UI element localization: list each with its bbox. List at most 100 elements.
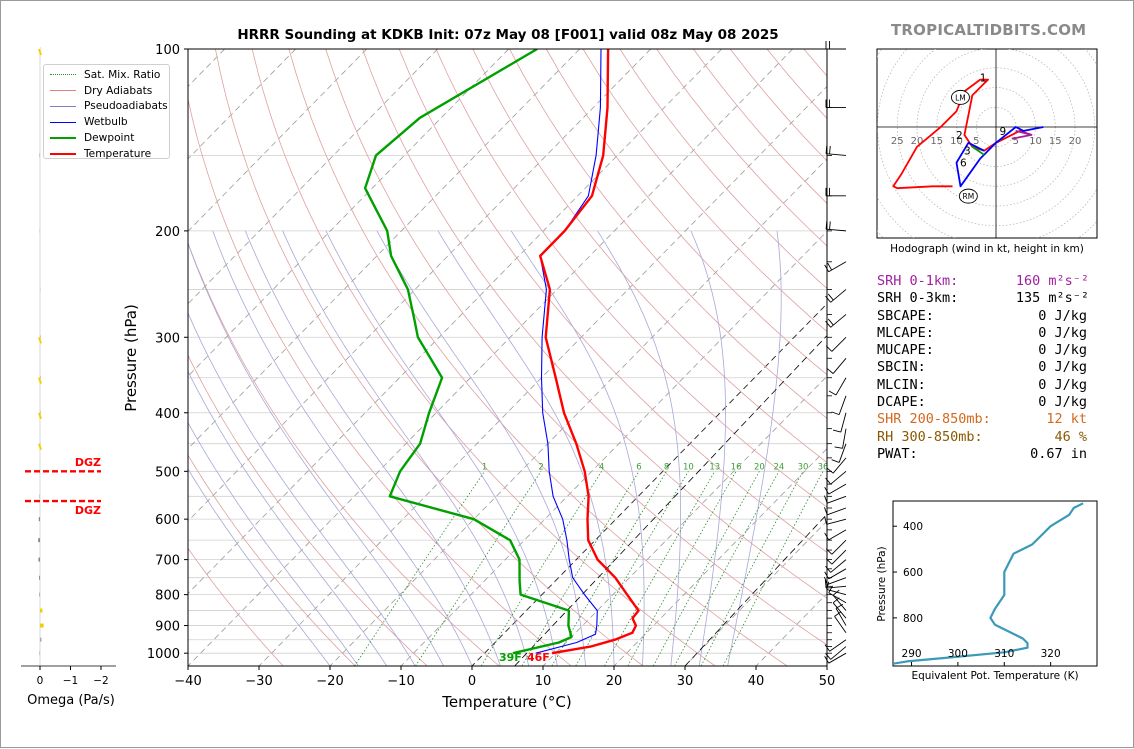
mixing-ratio-line <box>604 471 716 666</box>
parameter-label: SBCIN: <box>877 359 926 376</box>
omega-tick-mark <box>38 48 42 56</box>
wind-barb <box>824 652 847 664</box>
dry-adiabat-line <box>509 49 827 419</box>
wind-barb <box>825 336 847 352</box>
mixing-ratio-line <box>700 471 804 666</box>
theta-e-y-tick-label: 600 <box>903 567 923 579</box>
x-tick-label: −30 <box>245 674 272 689</box>
x-tick-label: −20 <box>316 674 343 689</box>
parameter-value: 0 J/kg <box>1038 359 1087 376</box>
y-tick-label: 1000 <box>147 647 180 662</box>
parameter-label: PWAT: <box>877 445 918 462</box>
legend-item: Temperature <box>44 146 169 162</box>
barb-staff <box>830 559 847 573</box>
barb-staff <box>828 652 847 664</box>
parameter-row: SBCIN: 0 J/kg <box>877 359 1127 376</box>
parameter-label: DCAPE: <box>877 394 926 411</box>
hodograph-height-label: 9 <box>1000 126 1007 138</box>
parameter-row: MUCAPE: 0 J/kg <box>877 342 1127 359</box>
hodograph-trace <box>1011 130 1033 140</box>
legend-item: Wetbulb <box>44 114 169 130</box>
chart-title: HRRR Sounding at KDKB Init: 07z May 08 [… <box>237 27 779 43</box>
mixing-ratio-line <box>627 471 737 666</box>
legend-label: Temperature <box>84 147 152 160</box>
mixing-ratio-label: 16 <box>731 462 742 472</box>
dry-adiabat-line <box>188 547 284 666</box>
barb-staff <box>828 261 847 273</box>
wind-barb <box>834 428 847 449</box>
wind-barb <box>824 639 847 652</box>
dry-adiabat-line <box>325 49 827 646</box>
parameter-value: 46 % <box>1054 428 1087 445</box>
mixing-ratio-line <box>575 471 689 666</box>
wind-barb <box>824 580 847 589</box>
mixing-ratio-line <box>652 471 760 666</box>
barb-feather <box>825 345 833 352</box>
parameter-value: 0 J/kg <box>1038 394 1087 411</box>
left-mover-label: LM <box>955 93 966 102</box>
barb-feather <box>831 459 840 463</box>
wind-barb <box>826 357 847 374</box>
theta-e-y-tick-label: 800 <box>903 613 923 625</box>
barb-feather <box>824 644 830 652</box>
moist-adiabat-line <box>325 230 558 666</box>
parameter-value: 0 J/kg <box>1038 324 1087 341</box>
omega-xlabel: Omega (Pa/s) <box>27 693 115 708</box>
moist-adiabat-line <box>188 421 359 666</box>
profile-dewpoint <box>363 49 573 655</box>
theta-e-plot <box>893 502 1084 665</box>
theta-e-y-tick-label: 400 <box>903 521 923 533</box>
parameter-value: 160 m²s⁻² <box>1015 273 1089 289</box>
dry-adiabat-line <box>582 49 827 333</box>
wind-barb <box>825 99 846 109</box>
barb-staff <box>828 529 847 541</box>
surface-dewpoint-label: 39F <box>499 651 522 664</box>
isotherm-line <box>329 158 827 666</box>
theta-e-ylabel: Pressure (hPa) <box>876 546 888 621</box>
dgz-bottom-label: DGZ <box>75 504 101 517</box>
barb-feather <box>829 145 831 154</box>
parameter-row: SRH 0-3km: 135 m²s⁻² <box>877 290 1127 307</box>
barb-feather <box>832 429 841 433</box>
legend-item: Pseudoadiabats <box>44 99 169 115</box>
legend-item: Sat. Mix. Ratio <box>44 67 169 83</box>
parameter-value: 0.67 in <box>1030 445 1087 462</box>
dry-adiabat-line <box>188 454 356 666</box>
barb-staff <box>826 153 847 156</box>
barb-staff <box>830 646 847 660</box>
wind-barb <box>832 589 847 611</box>
dry-adiabat-line <box>288 49 788 666</box>
legend-swatch <box>50 74 76 76</box>
legend-swatch <box>50 121 76 123</box>
wind-barb <box>824 576 847 585</box>
x-tick-label: 20 <box>606 674 623 689</box>
omega-x-tick-label: −2 <box>93 675 108 687</box>
legend-swatch <box>50 137 76 140</box>
barb-feather <box>825 295 832 303</box>
wind-barb <box>825 221 847 232</box>
barb-staff <box>831 539 847 555</box>
legend-label: Pseudoadiabats <box>84 100 168 113</box>
moist-adiabat-line <box>212 230 473 666</box>
y-tick-label: 500 <box>155 465 180 480</box>
wind-barb <box>825 187 846 197</box>
parameter-label: MLCAPE: <box>877 324 934 341</box>
wind-barb <box>825 314 847 328</box>
wind-barb <box>832 597 847 619</box>
wind-barb <box>835 603 847 626</box>
mixing-ratio-line <box>480 471 602 666</box>
barb-feather <box>825 477 832 485</box>
barb-feather <box>824 580 827 589</box>
mixing-ratio-label: 20 <box>754 462 765 472</box>
moist-adiabat-line <box>727 230 782 666</box>
parameter-label: SRH 0-1km: <box>877 273 959 289</box>
barb-feather <box>835 603 844 609</box>
dry-adiabat-line <box>362 49 827 599</box>
barb-feather <box>824 495 828 504</box>
wind-barb <box>825 646 847 660</box>
parameter-value: 12 kt <box>1046 411 1087 428</box>
moist-adiabat-line <box>282 230 530 666</box>
isotherm-line <box>471 303 827 666</box>
legend-swatch <box>50 152 76 155</box>
theta-e-x-tick-label: 320 <box>1041 648 1061 660</box>
